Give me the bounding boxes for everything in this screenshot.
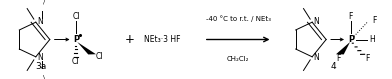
Text: F: F bbox=[372, 16, 376, 25]
Text: F: F bbox=[336, 54, 341, 63]
Text: N: N bbox=[37, 17, 43, 26]
Text: F: F bbox=[366, 54, 370, 63]
Text: P: P bbox=[73, 35, 80, 44]
Text: P: P bbox=[348, 35, 354, 44]
Text: +: + bbox=[124, 33, 134, 46]
Text: N: N bbox=[37, 53, 43, 62]
Text: Cl: Cl bbox=[72, 57, 80, 66]
Polygon shape bbox=[336, 42, 350, 54]
Text: /: / bbox=[43, 0, 45, 5]
Text: 4: 4 bbox=[330, 62, 336, 71]
Text: Cl: Cl bbox=[96, 52, 103, 61]
Text: Cl: Cl bbox=[73, 12, 80, 21]
Text: \: \ bbox=[43, 74, 45, 79]
Text: CH₂Cl₂: CH₂Cl₂ bbox=[227, 56, 249, 62]
Text: NEt₃·3 HF: NEt₃·3 HF bbox=[144, 35, 181, 44]
Text: N: N bbox=[313, 17, 319, 26]
Polygon shape bbox=[77, 42, 96, 54]
Text: -40 °C to r.t. / NEt₃: -40 °C to r.t. / NEt₃ bbox=[205, 15, 270, 22]
Text: H: H bbox=[370, 35, 376, 44]
Text: 3a: 3a bbox=[36, 62, 47, 71]
Text: N: N bbox=[313, 53, 319, 62]
Text: F: F bbox=[348, 12, 353, 21]
